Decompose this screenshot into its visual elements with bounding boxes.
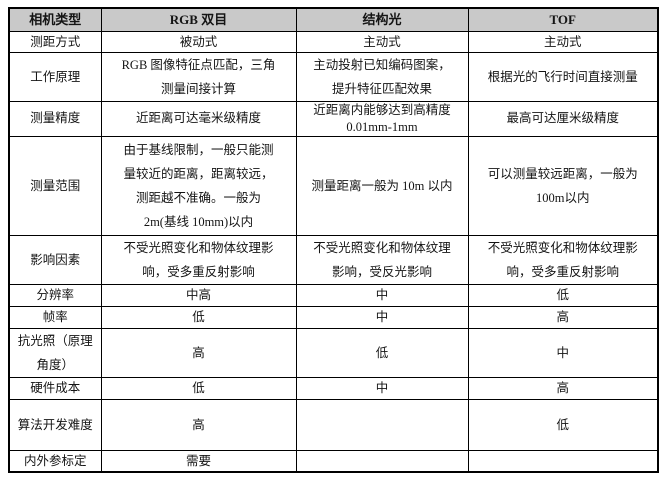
cell-tof: 高: [467, 376, 659, 400]
row-label: 测量范围: [8, 135, 102, 236]
header-tof: TOF: [467, 7, 659, 32]
row-label: 影响因素: [8, 234, 102, 285]
cell-rgb: 近距离可达毫米级精度: [100, 100, 297, 137]
cell-rgb: 低: [100, 305, 297, 329]
cell-rgb: RGB 图像特征点匹配，三角测量间接计算: [100, 51, 297, 102]
table-row-influencing-factors: 影响因素 不受光照变化和物体纹理影响，受多重反射影响 不受光照变化和物体纹理影响…: [8, 234, 659, 285]
table-row-measurement-range: 测量范围 由于基线限制，一般只能测量较近的距离，距离较远，测距越不准确。一般为 …: [8, 135, 659, 236]
header-camera-type: 相机类型: [8, 7, 102, 32]
cell-structured: 近距离内能够达到高精度 0.01mm-1mm: [295, 100, 469, 137]
cell-tof: 低: [467, 283, 659, 307]
cell-structured: 不受光照变化和物体纹理影响，受反光影响: [295, 234, 469, 285]
cell-tof: 高: [467, 305, 659, 329]
cell-tof: 不受光照变化和物体纹理影响，受多重反射影响: [467, 234, 659, 285]
cell-structured: 低: [295, 327, 469, 378]
cell-tof: 主动式: [467, 30, 659, 53]
camera-comparison-table: 相机类型 RGB 双目 结构光 TOF 测距方式 被动式 主动式 主动式 工作原…: [8, 7, 659, 473]
cell-rgb: 被动式: [100, 30, 297, 53]
cell-structured: 中: [295, 376, 469, 400]
row-label: 分辨率: [8, 283, 102, 307]
row-label: 测距方式: [8, 30, 102, 53]
cell-tof: 可以测量较远距离，一般为 100m以内: [467, 135, 659, 236]
table-row-resolution: 分辨率 中高 中 低: [8, 283, 659, 307]
cell-structured: 测量距离一般为 10m 以内: [295, 135, 469, 236]
cell-rgb: 高: [100, 327, 297, 378]
cell-rgb: 中高: [100, 283, 297, 307]
row-label: 帧率: [8, 305, 102, 329]
cell-rgb: 高: [100, 398, 297, 451]
row-label: 抗光照（原理角度）: [8, 327, 102, 378]
table-row-hardware-cost: 硬件成本 低 中 高: [8, 376, 659, 400]
cell-tof: [467, 449, 659, 473]
cell-structured: [295, 398, 469, 451]
cell-rgb: 由于基线限制，一般只能测量较近的距离，距离较远，测距越不准确。一般为 2m(基线…: [100, 135, 297, 236]
row-label: 硬件成本: [8, 376, 102, 400]
table-row-calibration: 内外参标定 需要: [8, 449, 659, 473]
cell-tof: 根据光的飞行时间直接测量: [467, 51, 659, 102]
header-structured-light: 结构光: [295, 7, 469, 32]
row-label: 算法开发难度: [8, 398, 102, 451]
table-header-row: 相机类型 RGB 双目 结构光 TOF: [8, 7, 659, 32]
row-label: 工作原理: [8, 51, 102, 102]
table-row-ranging-method: 测距方式 被动式 主动式 主动式: [8, 30, 659, 53]
cell-structured: [295, 449, 469, 473]
table-row-light-resistance: 抗光照（原理角度） 高 低 中: [8, 327, 659, 378]
header-rgb-stereo: RGB 双目: [100, 7, 297, 32]
table-row-algorithm-difficulty: 算法开发难度 高 低: [8, 398, 659, 451]
cell-rgb: 低: [100, 376, 297, 400]
row-label: 内外参标定: [8, 449, 102, 473]
cell-rgb: 不受光照变化和物体纹理影响，受多重反射影响: [100, 234, 297, 285]
cell-structured: 主动投射已知编码图案，提升特征匹配效果: [295, 51, 469, 102]
table-row-measurement-accuracy: 测量精度 近距离可达毫米级精度 近距离内能够达到高精度 0.01mm-1mm 最…: [8, 100, 659, 137]
cell-structured: 中: [295, 283, 469, 307]
cell-tof: 最高可达厘米级精度: [467, 100, 659, 137]
cell-structured: 中: [295, 305, 469, 329]
cell-tof: 中: [467, 327, 659, 378]
cell-structured: 主动式: [295, 30, 469, 53]
table-row-working-principle: 工作原理 RGB 图像特征点匹配，三角测量间接计算 主动投射已知编码图案，提升特…: [8, 51, 659, 102]
row-label: 测量精度: [8, 100, 102, 137]
table-row-frame-rate: 帧率 低 中 高: [8, 305, 659, 329]
cell-rgb: 需要: [100, 449, 297, 473]
cell-tof: 低: [467, 398, 659, 451]
